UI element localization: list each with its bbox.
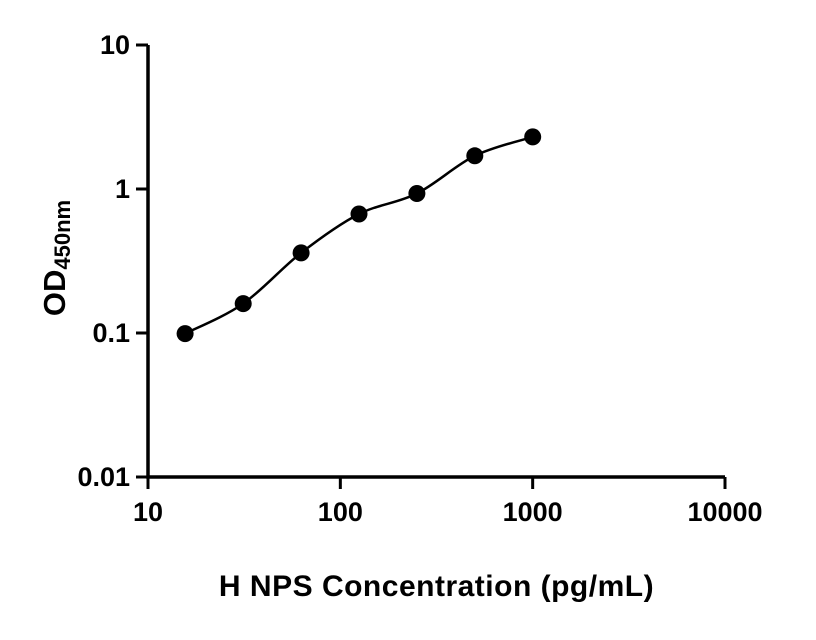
x-tick-label: 10000	[687, 497, 762, 527]
x-tick-label: 10	[133, 497, 163, 527]
x-tick-label: 100	[318, 497, 363, 527]
axes	[146, 45, 725, 479]
data-point	[350, 205, 368, 223]
x-axis-title: H NPS Concentration (pg/mL)	[218, 570, 655, 603]
data-point	[234, 295, 252, 313]
y-tick-label: 10	[100, 30, 130, 60]
y-tick-label: 1	[115, 174, 130, 204]
data-point	[176, 325, 194, 343]
y-axis-title-main: OD	[37, 269, 72, 317]
y-axis-title-subscript: 450nm	[50, 199, 75, 270]
y-tick-label: 0.01	[77, 462, 130, 492]
data-point	[292, 244, 310, 262]
x-tick-label: 1000	[503, 497, 563, 527]
data-point	[466, 147, 484, 165]
y-tick-label: 0.1	[92, 318, 130, 348]
y-axis-title: OD450nm	[33, 158, 77, 358]
data-point	[408, 185, 426, 202]
data-point	[524, 128, 542, 146]
